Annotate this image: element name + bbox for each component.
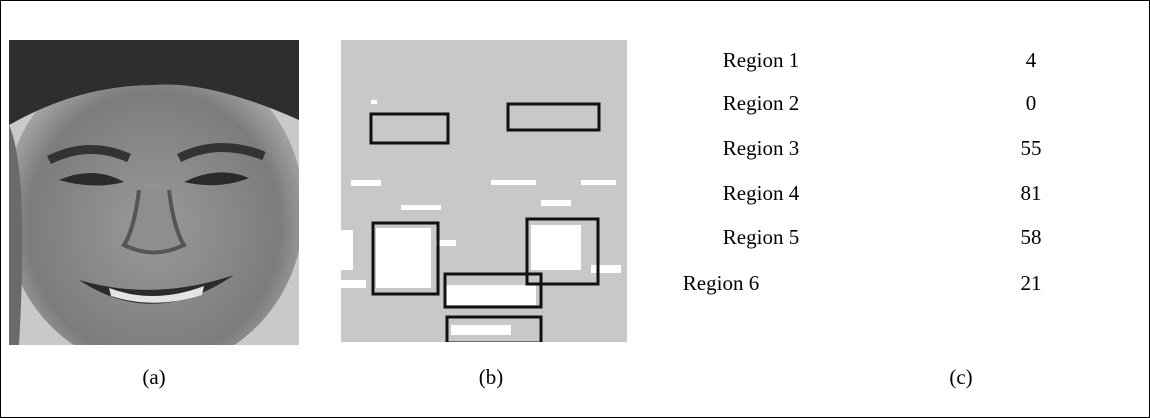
panel-label: (b) — [451, 365, 531, 390]
region-value: 21 — [991, 271, 1071, 296]
region-name: Region 3 — [661, 136, 861, 161]
region-name: Region 4 — [661, 181, 861, 206]
region-name: Region 1 — [661, 48, 861, 73]
figure: (a) (b) (c) Region 1 4 Region 2 0 Region 3 55 Reg… — [0, 0, 1150, 418]
region-value: 4 — [991, 48, 1071, 73]
region-value: 58 — [991, 225, 1071, 250]
region-value: 55 — [991, 136, 1071, 161]
region-value: 0 — [991, 91, 1071, 116]
face-image — [9, 40, 299, 345]
panel-label: (a) — [114, 365, 194, 390]
panel-label: (c) — [921, 365, 1001, 390]
region-name: Region 6 — [621, 271, 821, 296]
region-map — [341, 40, 627, 342]
region-name: Region 5 — [661, 225, 861, 250]
region-name: Region 2 — [661, 91, 861, 116]
region-value: 81 — [991, 181, 1071, 206]
